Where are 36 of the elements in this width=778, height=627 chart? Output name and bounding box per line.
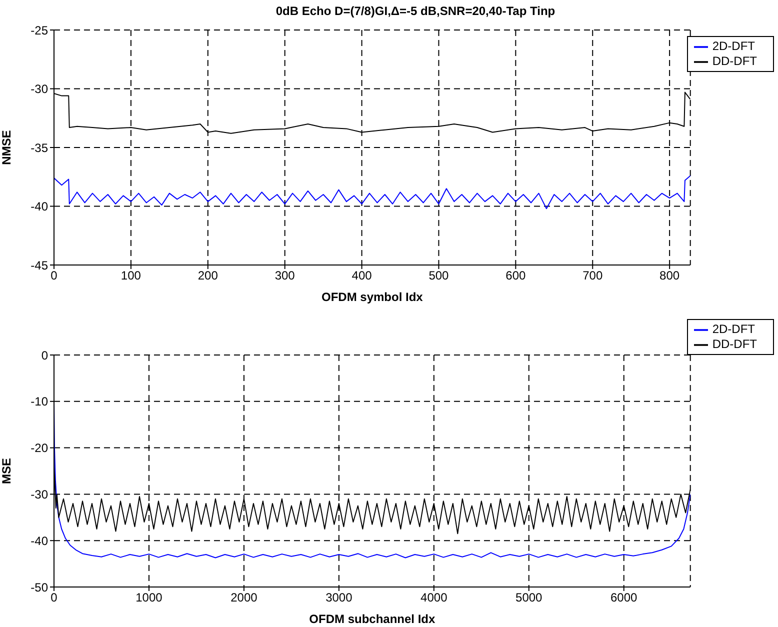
y-axis-title: NMSE [0, 130, 14, 165]
chart-title: 0dB Echo D=(7/8)GI,Δ=-5 dB,SNR=20,40-Tap Tinp [274, 4, 556, 18]
x-tick-label: 800 [660, 268, 680, 283]
x-tick-label: 2000 [230, 590, 258, 605]
y-tick-label: -30 [30, 487, 48, 502]
legend-label: 2D-DFT [712, 322, 756, 336]
x-tick-label: 4000 [420, 590, 448, 605]
x-tick-label: 6000 [610, 590, 638, 605]
x-tick-label: 100 [120, 268, 142, 283]
x-tick-label: 5000 [516, 590, 543, 605]
y-tick-label: -45 [30, 258, 48, 272]
x-tick-label: 500 [428, 268, 450, 283]
x-tick-label: 400 [352, 268, 372, 283]
x-axis-title: OFDM symbol Idx [322, 290, 424, 304]
y-tick-label: -30 [30, 82, 48, 96]
y-tick-label: -35 [30, 140, 48, 155]
y-tick-label: -10 [30, 394, 48, 409]
x-tick-label: 200 [198, 268, 218, 283]
y-axis-title: MSE [0, 458, 14, 484]
x-axis-title: OFDM subchannel Idx [309, 612, 436, 626]
y-tick-label: -25 [30, 23, 48, 38]
x-tick-label: 3000 [326, 590, 353, 605]
x-tick-label: 300 [274, 268, 296, 283]
x-tick-label: 600 [506, 268, 526, 283]
y-tick-label: -50 [30, 580, 48, 594]
x-tick-label: 700 [582, 268, 603, 283]
y-tick-label: -20 [30, 441, 48, 456]
x-tick-label: 0 [50, 590, 58, 605]
legend-label: DD-DFT [712, 54, 757, 68]
y-tick-label: -40 [30, 534, 48, 548]
y-tick-label: -40 [30, 200, 48, 214]
legend-label: 2D-DFT [712, 39, 756, 53]
x-tick-label: 1000 [136, 590, 163, 605]
legend-label: DD-DFT [712, 336, 757, 351]
x-tick-label: 0 [50, 268, 58, 283]
y-tick-label: 0 [41, 348, 48, 362]
